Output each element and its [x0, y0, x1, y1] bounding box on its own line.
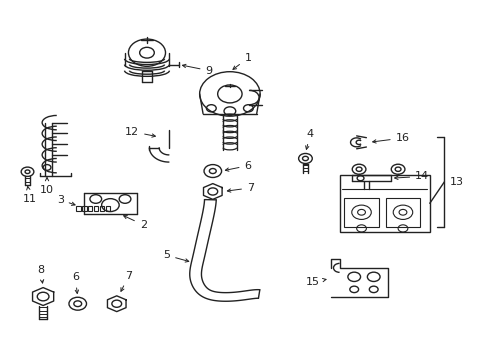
Bar	[339, 175, 429, 232]
Bar	[385, 198, 419, 226]
Text: 7: 7	[227, 183, 254, 193]
Bar	[88, 206, 92, 211]
Text: 1: 1	[232, 53, 251, 69]
Text: 14: 14	[394, 171, 428, 181]
Text: 6: 6	[225, 161, 251, 171]
Text: 12: 12	[125, 127, 155, 137]
Bar	[100, 206, 104, 211]
Text: 6: 6	[72, 273, 79, 293]
Text: 16: 16	[372, 133, 409, 143]
Text: 10: 10	[40, 177, 54, 194]
Bar	[94, 206, 98, 211]
Text: 9: 9	[182, 64, 212, 76]
Text: 4: 4	[305, 129, 313, 149]
Text: 13: 13	[448, 177, 463, 187]
Text: 5: 5	[163, 250, 188, 262]
Text: 2: 2	[123, 216, 146, 230]
Bar	[105, 206, 110, 211]
Bar	[76, 206, 81, 211]
Text: 8: 8	[37, 265, 44, 283]
Text: 7: 7	[121, 271, 132, 291]
Bar	[82, 206, 86, 211]
Text: 11: 11	[23, 186, 37, 203]
Bar	[344, 198, 378, 226]
Text: 3: 3	[57, 195, 75, 205]
Text: 15: 15	[305, 277, 325, 287]
